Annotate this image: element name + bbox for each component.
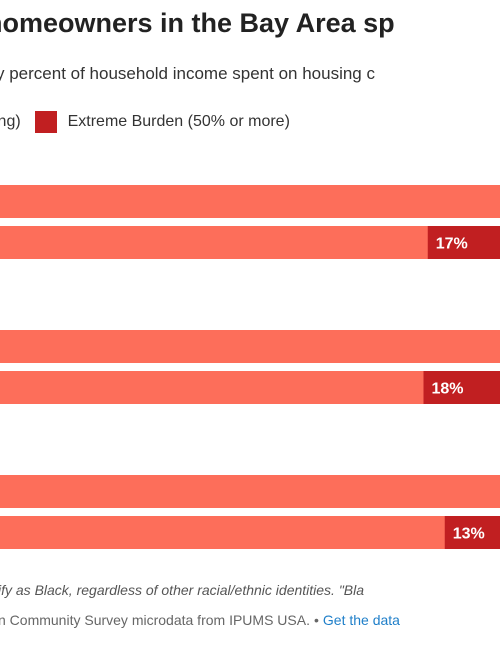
legend-item-partial: ing) — [0, 113, 21, 130]
bar-1-2-extreme-label: 17% — [436, 236, 468, 253]
bar-3-1-moderate-segment — [0, 475, 500, 508]
bar-2-2-extreme-segment — [423, 371, 500, 404]
bar-3-2-moderate-segment — [0, 516, 500, 549]
bar-1-2-extreme-segment — [427, 226, 500, 259]
bar-1-1-moderate-segment — [0, 185, 500, 218]
legend: ing) Extreme Burden (50% or more) — [0, 111, 290, 133]
bar-2-2-extreme-label: 18% — [432, 381, 464, 398]
chart-source: n Community Survey microdata from IPUMS … — [0, 612, 400, 628]
legend-item-extreme: Extreme Burden (50% or more) — [67, 113, 290, 130]
bar-2-1-moderate-segment — [0, 330, 500, 363]
source-separator: • — [313, 612, 319, 628]
source-text: n Community Survey microdata from IPUMS … — [0, 612, 310, 628]
legend-swatch-extreme — [35, 111, 58, 133]
chart-subtitle: y percent of household income spent on h… — [0, 64, 375, 83]
bar-3-2-extreme-segment — [444, 516, 500, 549]
bar-1-2-moderate-segment — [0, 226, 500, 259]
get-the-data-link[interactable]: Get the data — [322, 612, 400, 628]
chart-title: homeowners in the Bay Area sp — [0, 8, 395, 38]
bar-3-2-extreme-label: 13% — [453, 526, 485, 543]
chart-footnote: ify as Black, regardless of other racial… — [0, 582, 365, 598]
bar-2-2-moderate-segment — [0, 371, 500, 404]
